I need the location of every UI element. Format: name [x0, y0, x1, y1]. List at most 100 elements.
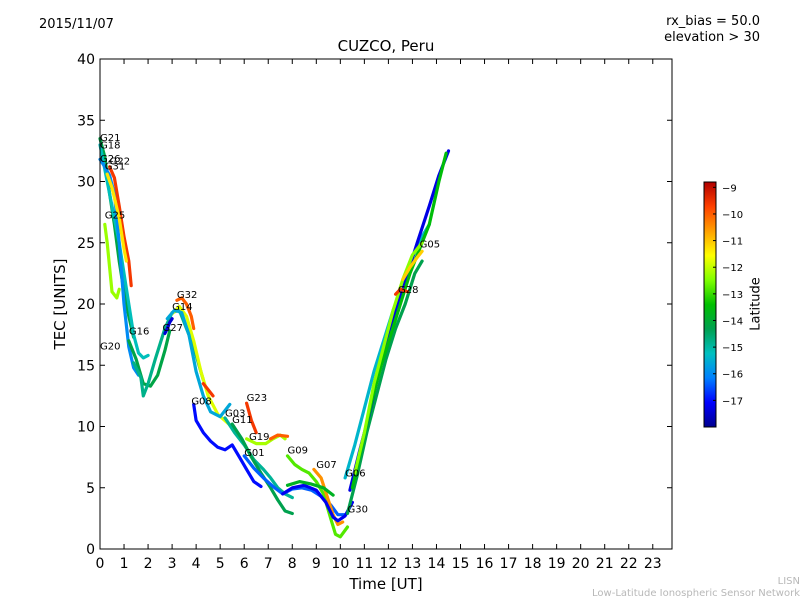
- x-tick-label: 19: [548, 556, 566, 572]
- track-g15: [353, 241, 424, 475]
- track-g07: [312, 467, 345, 527]
- x-tick-label: 7: [264, 556, 273, 572]
- date-label: 2015/11/07: [39, 17, 114, 32]
- colorbar-tick-label: −14: [722, 316, 743, 327]
- track-g08: [192, 402, 263, 489]
- track-g31: [105, 172, 128, 263]
- track-g02: [285, 480, 335, 497]
- track-g18: [98, 143, 150, 360]
- sat-label-g08: G08: [191, 396, 211, 407]
- x-tick-label: 21: [596, 556, 614, 572]
- colorbar-tick-label: −15: [722, 343, 743, 354]
- x-tick-label: 14: [428, 556, 446, 572]
- y-tick-label: 10: [77, 420, 95, 436]
- sat-label-g32: G32: [177, 290, 197, 301]
- colorbar: [703, 181, 717, 428]
- colorbar-tick-label: −13: [722, 290, 743, 301]
- colorbar-tick-label: −9: [722, 183, 737, 194]
- track-g29: [281, 483, 354, 523]
- sat-label-g07: G07: [316, 460, 336, 471]
- colorbar-tick-label: −12: [722, 263, 743, 274]
- x-tick-label: 2: [144, 556, 153, 572]
- x-tick-label: 9: [312, 556, 321, 572]
- sat-label-g31: G31: [105, 161, 125, 172]
- track-g28: [394, 287, 410, 296]
- x-tick-label: 6: [240, 556, 249, 572]
- sat-label-g09: G09: [287, 445, 307, 456]
- y-tick-label: 35: [77, 113, 95, 129]
- y-tick-label: 25: [77, 236, 95, 252]
- sat-label-g22: G22: [110, 156, 130, 167]
- sat-label-g23: G23: [247, 393, 267, 404]
- track-g05: [401, 249, 424, 282]
- x-axis-label: Time [UT]: [349, 575, 423, 593]
- x-tick-label: 23: [644, 556, 662, 572]
- parameters-block: rx_bias = 50.0 elevation > 30: [664, 14, 760, 46]
- footer-acronym: LISN: [777, 576, 800, 587]
- x-tick-label: 4: [192, 556, 201, 572]
- track-g13: [201, 382, 215, 398]
- elevation-label: elevation > 30: [664, 30, 760, 45]
- track-g14: [170, 304, 237, 431]
- x-tick-label: 8: [288, 556, 297, 572]
- chart-title: CUZCO, Peru: [337, 37, 435, 55]
- y-axis-label: TEC [UNITS]: [51, 258, 69, 350]
- sat-label-g25: G25: [105, 210, 125, 221]
- colorbar-tick-label: −16: [722, 370, 743, 381]
- sat-label-g30: G30: [348, 504, 368, 515]
- x-tick-label: 16: [476, 556, 494, 572]
- sat-label-g26: G26: [100, 154, 120, 165]
- colorbar-axis: −9 −10 −11 −12 −13 −14 −15 −16 −17: [713, 183, 743, 407]
- colorbar-tick-label: −10: [722, 210, 743, 221]
- x-tick-label: 12: [379, 556, 397, 572]
- x-tick-label: 5: [216, 556, 225, 572]
- y-tick-label: 30: [77, 175, 95, 191]
- y-tick-label: 0: [86, 542, 95, 558]
- track-g16: [127, 329, 172, 388]
- sat-label-g28: G28: [398, 285, 418, 296]
- track-g30: [345, 259, 424, 516]
- x-tick-label: 18: [524, 556, 542, 572]
- track-g21: [98, 137, 136, 339]
- sat-label-g19: G19: [249, 432, 269, 443]
- y-tick-label: 15: [77, 358, 95, 374]
- x-tick-label: 10: [331, 556, 349, 572]
- sat-label-g06: G06: [345, 469, 365, 480]
- y-tick-label: 40: [77, 52, 95, 68]
- rx-bias-label: rx_bias = 50.0: [666, 14, 760, 29]
- sat-label-g16: G16: [129, 327, 149, 338]
- x-tick-label: 15: [452, 556, 470, 572]
- sat-label-g27: G27: [162, 323, 182, 334]
- x-tick-label: 3: [168, 556, 177, 572]
- y-tick-label: 20: [77, 297, 95, 313]
- sat-label-g01: G01: [244, 448, 264, 459]
- sat-label-g11: G11: [232, 415, 252, 426]
- y-axis: 0 5 10 15 20 25 30 35 40: [77, 52, 672, 558]
- track-g26: [98, 157, 141, 377]
- track-g33: [269, 433, 290, 441]
- x-tick-label: 13: [404, 556, 422, 572]
- data-layer: [98, 137, 451, 539]
- track-g27: [163, 317, 174, 335]
- y-tick-label: 5: [86, 481, 95, 497]
- track-g24: [165, 308, 232, 419]
- sat-label-g14: G14: [172, 302, 192, 313]
- colorbar-tick-label: −17: [722, 396, 743, 407]
- track-g23: [245, 401, 258, 435]
- x-axis: 0 1 2 3 4 5 6 7 8 9 10 11 12 13 14 15 16 17 18 19 20 21 22 23: [96, 59, 662, 572]
- sat-label-g21: G21: [100, 133, 120, 144]
- footer-network-name: Low-Latitude Ionospheric Sensor Network: [592, 588, 800, 599]
- sat-label-g05: G05: [420, 240, 440, 251]
- footer-credit: LISN Low-Latitude Ionospheric Sensor Net…: [592, 576, 800, 600]
- x-tick-label: 22: [620, 556, 638, 572]
- x-tick-label: 0: [96, 556, 105, 572]
- colorbar-tick-label: −11: [722, 237, 743, 248]
- track-g25: [103, 222, 121, 300]
- x-tick-label: 17: [500, 556, 518, 572]
- sat-label-g18: G18: [100, 140, 120, 151]
- colorbar-label: Latitude: [748, 277, 764, 331]
- track-g22: [108, 165, 133, 288]
- sat-label-g20: G20: [100, 341, 120, 352]
- sat-label-g03: G03: [225, 409, 245, 420]
